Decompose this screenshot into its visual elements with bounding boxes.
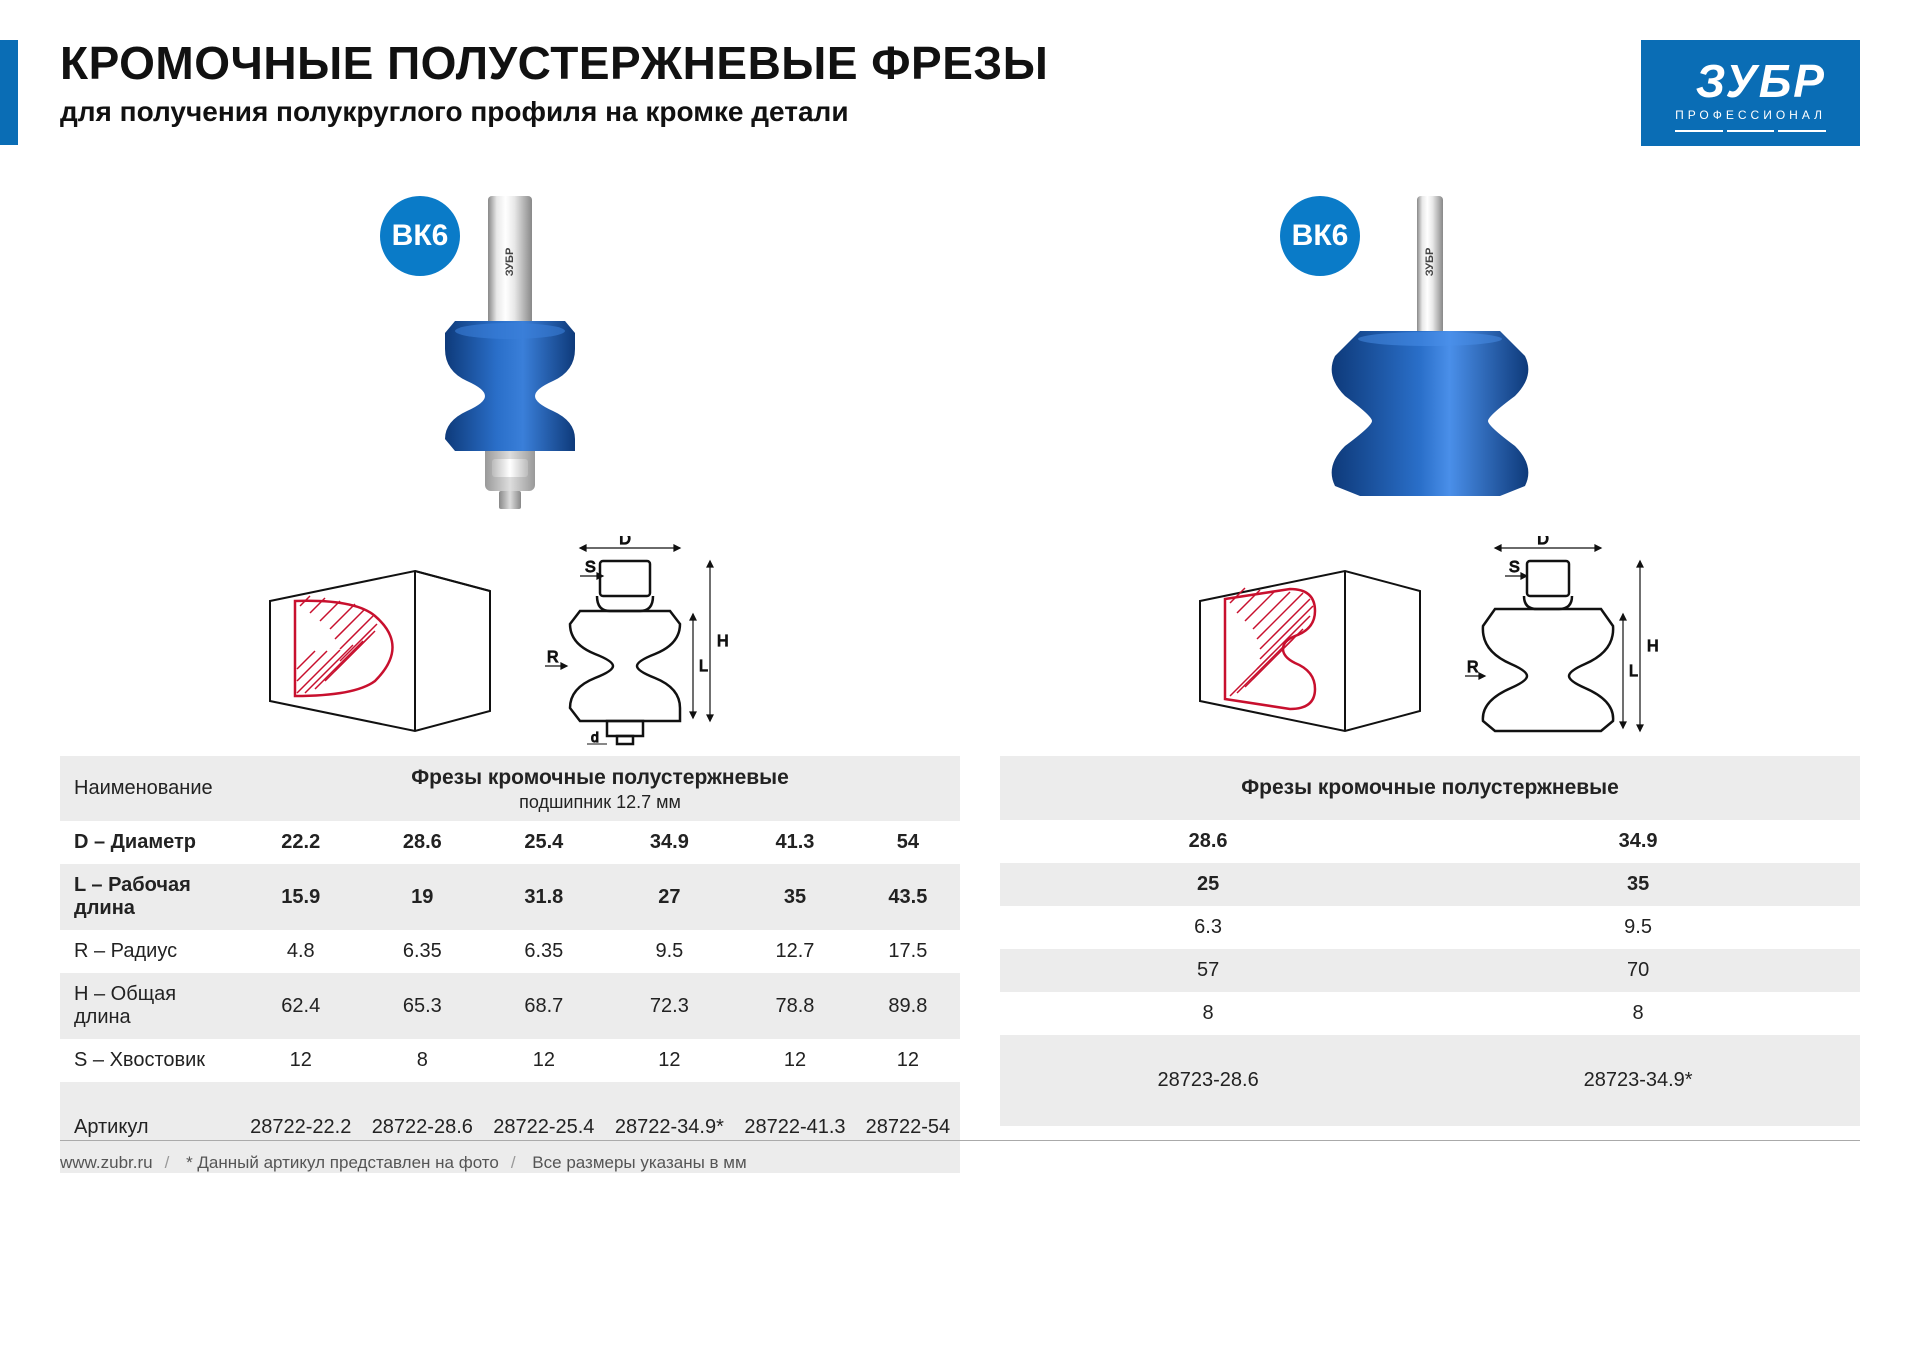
cell: 31.8 bbox=[483, 864, 605, 930]
svg-text:d: d bbox=[591, 729, 599, 745]
cell: 8 bbox=[362, 1039, 484, 1082]
cell: 25.4 bbox=[483, 821, 605, 864]
cell: 35 bbox=[1416, 863, 1860, 906]
spec-table-2: Фрезы кромочные полустержневые 28.634.92… bbox=[1000, 756, 1860, 1126]
cell: 28.6 bbox=[362, 821, 484, 864]
col-label: Наименование bbox=[60, 756, 240, 821]
cell: 35 bbox=[734, 864, 856, 930]
row-label: L – Рабочая длина bbox=[60, 864, 240, 930]
cell: 65.3 bbox=[362, 973, 484, 1039]
profile-diagram-icon bbox=[1195, 541, 1425, 741]
cell: 68.7 bbox=[483, 973, 605, 1039]
svg-text:H: H bbox=[717, 633, 729, 650]
router-bit-body-icon bbox=[1320, 331, 1540, 496]
cell: 57 bbox=[1000, 949, 1416, 992]
svg-text:H: H bbox=[1647, 638, 1659, 655]
footer-site: www.zubr.ru bbox=[60, 1153, 153, 1172]
technical-diagram-2: D S R H L bbox=[1000, 536, 1860, 746]
cell: 34.9 bbox=[1416, 820, 1860, 863]
cell: 22.2 bbox=[240, 821, 362, 864]
cell: 28.6 bbox=[1000, 820, 1416, 863]
product-image-1: ВК6 ЗУБР bbox=[60, 176, 960, 516]
spec-table-1: НаименованиеФрезы кромочные полустержнев… bbox=[60, 756, 960, 1173]
svg-text:R: R bbox=[1467, 659, 1479, 676]
cell: 72.3 bbox=[605, 973, 735, 1039]
cell: 34.9 bbox=[605, 821, 735, 864]
cell: 62.4 bbox=[240, 973, 362, 1039]
accent-bar bbox=[0, 40, 18, 145]
cell: 9.5 bbox=[605, 930, 735, 973]
row-label: R – Радиус bbox=[60, 930, 240, 973]
cell: 4.8 bbox=[240, 930, 362, 973]
cell: 43.5 bbox=[856, 864, 960, 930]
svg-text:L: L bbox=[699, 658, 708, 675]
cell: 6.3 bbox=[1000, 906, 1416, 949]
cell: 12 bbox=[856, 1039, 960, 1082]
cell: 12 bbox=[483, 1039, 605, 1082]
svg-text:D: D bbox=[619, 536, 631, 548]
cell: 6.35 bbox=[362, 930, 484, 973]
cell: 89.8 bbox=[856, 973, 960, 1039]
cell: 41.3 bbox=[734, 821, 856, 864]
brand-logo: ЗУБР ПРОФЕССИОНАЛ bbox=[1641, 40, 1860, 146]
svg-text:R: R bbox=[547, 649, 559, 666]
svg-text:S: S bbox=[585, 559, 596, 576]
cell: 8 bbox=[1000, 992, 1416, 1035]
logo-text: ЗУБР bbox=[1675, 58, 1826, 104]
svg-text:D: D bbox=[1537, 536, 1549, 548]
cell: 70 bbox=[1416, 949, 1860, 992]
cell: 8 bbox=[1416, 992, 1860, 1035]
technical-diagram-1: D S R H L d bbox=[60, 536, 960, 746]
row-label: D – Диаметр bbox=[60, 821, 240, 864]
cell: 12 bbox=[240, 1039, 362, 1082]
product-image-2: ВК6 ЗУБР bbox=[1000, 176, 1860, 516]
logo-tagline: ПРОФЕССИОНАЛ bbox=[1675, 108, 1826, 122]
cell: 17.5 bbox=[856, 930, 960, 973]
cell: 12 bbox=[605, 1039, 735, 1082]
cell: 27 bbox=[605, 864, 735, 930]
cell: 78.8 bbox=[734, 973, 856, 1039]
cell: 15.9 bbox=[240, 864, 362, 930]
svg-text:S: S bbox=[1509, 559, 1520, 576]
profile-diagram-icon bbox=[265, 541, 495, 741]
dimension-diagram-icon: D S R H L d bbox=[525, 536, 755, 746]
cell: 12.7 bbox=[734, 930, 856, 973]
footer: www.zubr.ru/ * Данный артикул представле… bbox=[60, 1140, 1860, 1173]
cell: 6.35 bbox=[483, 930, 605, 973]
cell: 12 bbox=[734, 1039, 856, 1082]
cell: 19 bbox=[362, 864, 484, 930]
page-subtitle: для получения полукруглого профиля на кр… bbox=[60, 96, 1048, 128]
row-label: H – Общая длина bbox=[60, 973, 240, 1039]
footer-note-2: Все размеры указаны в мм bbox=[532, 1153, 746, 1172]
cell: 25 bbox=[1000, 863, 1416, 906]
cell: 9.5 bbox=[1416, 906, 1860, 949]
router-bit-body-icon bbox=[435, 321, 585, 451]
footer-note-1: * Данный артикул представлен на фото bbox=[186, 1153, 499, 1172]
cell: 54 bbox=[856, 821, 960, 864]
row-label: S – Хвостовик bbox=[60, 1039, 240, 1082]
page-title: КРОМОЧНЫЕ ПОЛУСТЕРЖНЕВЫЕ ФРЕЗЫ bbox=[60, 40, 1048, 86]
svg-text:L: L bbox=[1629, 663, 1638, 680]
dimension-diagram-icon: D S R H L bbox=[1455, 536, 1665, 746]
